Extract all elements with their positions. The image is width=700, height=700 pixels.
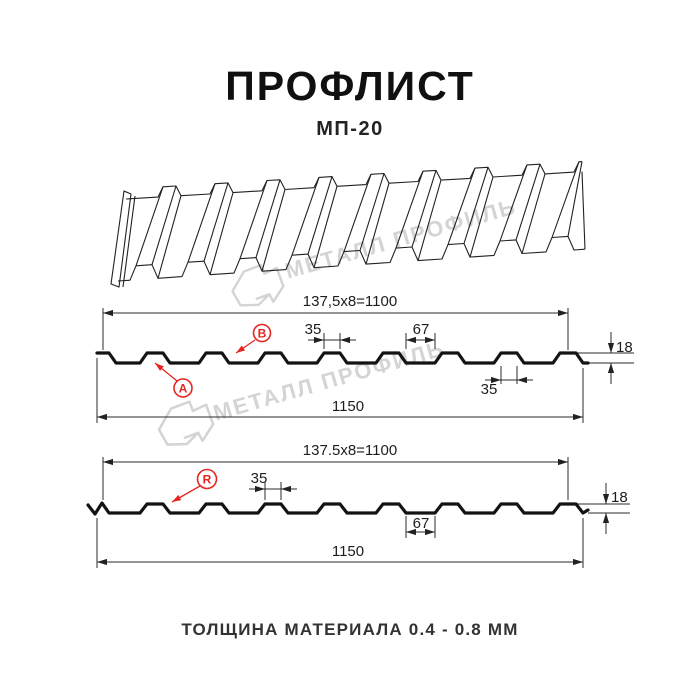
dim-rib-bottom-1: 35 bbox=[481, 366, 533, 398]
dim-rib-bottom-1-value: 35 bbox=[481, 381, 498, 398]
dim-total-1: 1150 bbox=[96, 358, 584, 423]
product-model: МП-20 bbox=[316, 118, 384, 140]
metall-profil-logo-icon bbox=[149, 394, 220, 454]
callout-b: B bbox=[235, 323, 272, 354]
dim-rib-top-1-value: 35 bbox=[305, 321, 322, 338]
dim-rib-top-2-value: 35 bbox=[251, 470, 268, 487]
dim-pitch-bottom-value: 137.5x8=1100 bbox=[303, 442, 397, 459]
dim-total-2-value: 1150 bbox=[332, 543, 364, 560]
dim-height-2-value: 18 bbox=[611, 489, 628, 506]
profile2-path bbox=[86, 501, 590, 516]
dim-pitch-top-value: 137,5x8=1100 bbox=[303, 293, 397, 310]
callout-b-label: B bbox=[258, 327, 267, 341]
sheet-3d-right-edge bbox=[581, 171, 586, 250]
callout-r: R bbox=[171, 468, 218, 503]
dim-rib-top-1: 35 bbox=[305, 321, 356, 349]
sheet-3d-view bbox=[110, 161, 586, 288]
dim-height-2: 18 bbox=[576, 483, 630, 534]
metall-profil-logo-icon bbox=[223, 258, 289, 314]
dim-valley-1-value: 67 bbox=[413, 321, 430, 338]
sheet-3d-bottom-edge bbox=[117, 235, 586, 282]
dim-total-1-value: 1150 bbox=[332, 398, 364, 415]
dim-valley-2-value: 67 bbox=[413, 515, 430, 532]
callout-a-label: A bbox=[179, 382, 188, 396]
material-thickness-note: ТОЛЩИНА МАТЕРИАЛА 0.4 - 0.8 ММ bbox=[181, 620, 519, 639]
sheet-3d-edge-highlight bbox=[122, 195, 136, 288]
dim-pitch-bottom: 137.5x8=1100 bbox=[102, 442, 569, 500]
dim-height-1-value: 18 bbox=[616, 339, 633, 356]
sheet-3d-top-edge bbox=[125, 161, 583, 200]
sheet-3d-cut-edge bbox=[110, 190, 132, 288]
dim-rib-top-2: 35 bbox=[249, 470, 297, 500]
dim-valley-1: 67 bbox=[405, 321, 436, 349]
dim-valley-2: 67 bbox=[405, 515, 436, 538]
dim-height-1: 18 bbox=[577, 332, 634, 384]
callout-r-label: R bbox=[203, 473, 212, 487]
page-title: ПРОФЛИСТ bbox=[225, 63, 475, 109]
dim-pitch-top: 137,5x8=1100 bbox=[102, 293, 569, 350]
profile1-path bbox=[95, 351, 590, 365]
callout-a: A bbox=[154, 362, 193, 398]
sheet-3d-rib-lines bbox=[135, 161, 583, 279]
dim-total-2: 1150 bbox=[96, 518, 584, 568]
